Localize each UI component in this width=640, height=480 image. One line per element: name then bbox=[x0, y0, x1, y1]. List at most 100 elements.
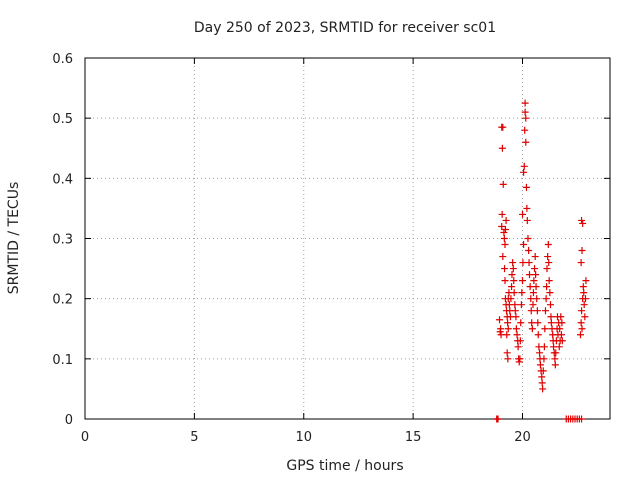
data-point bbox=[546, 289, 554, 297]
data-point bbox=[528, 325, 536, 333]
data-point bbox=[539, 385, 547, 393]
data-point bbox=[522, 183, 530, 191]
x-axis-label: GPS time / hours bbox=[286, 458, 403, 474]
y-tick-label: 0.5 bbox=[52, 112, 73, 127]
data-point bbox=[541, 325, 549, 333]
data-point bbox=[540, 355, 548, 363]
data-point bbox=[519, 259, 527, 267]
data-point bbox=[529, 289, 537, 297]
data-point bbox=[538, 373, 546, 381]
data-point bbox=[531, 253, 539, 261]
data-point bbox=[534, 319, 542, 327]
data-point bbox=[527, 295, 535, 303]
data-point bbox=[518, 289, 526, 297]
data-point bbox=[547, 319, 555, 327]
data-point bbox=[529, 301, 537, 309]
data-point bbox=[521, 126, 529, 134]
data-point bbox=[500, 228, 508, 236]
x-tick-label: 15 bbox=[405, 430, 422, 445]
data-point bbox=[508, 271, 516, 279]
y-tick-label: 0 bbox=[65, 413, 73, 428]
data-point bbox=[501, 265, 509, 273]
data-point bbox=[578, 325, 586, 333]
data-point bbox=[523, 204, 531, 212]
data-point bbox=[542, 295, 550, 303]
data-points bbox=[493, 99, 590, 423]
x-tick-label: 0 bbox=[81, 430, 89, 445]
data-point bbox=[545, 259, 553, 267]
data-point bbox=[498, 222, 506, 230]
data-point bbox=[582, 295, 589, 303]
data-point bbox=[547, 313, 555, 321]
data-point bbox=[516, 337, 524, 345]
data-point bbox=[555, 343, 563, 351]
data-point bbox=[496, 316, 504, 324]
y-axis-label: SRMTID / TECUs bbox=[6, 182, 22, 295]
data-point bbox=[525, 259, 533, 267]
y-tick-label: 0.2 bbox=[52, 293, 73, 308]
data-point bbox=[530, 277, 538, 285]
x-tick-label: 10 bbox=[295, 430, 312, 445]
data-point bbox=[508, 283, 516, 291]
data-point bbox=[519, 210, 526, 218]
data-point bbox=[502, 216, 510, 224]
data-point bbox=[557, 313, 565, 321]
data-point bbox=[576, 331, 584, 339]
data-point bbox=[544, 241, 552, 249]
data-point bbox=[579, 283, 587, 291]
data-point bbox=[541, 307, 549, 315]
data-point bbox=[528, 319, 536, 327]
data-point bbox=[526, 271, 533, 279]
y-tick-label: 0.1 bbox=[52, 353, 73, 368]
y-tick-label: 0.6 bbox=[52, 52, 73, 67]
data-point bbox=[526, 283, 534, 291]
data-point bbox=[499, 123, 507, 131]
data-point bbox=[536, 361, 544, 369]
data-point bbox=[558, 319, 566, 327]
data-point bbox=[517, 319, 525, 327]
data-point bbox=[552, 349, 560, 357]
data-point bbox=[547, 301, 554, 309]
data-point bbox=[551, 361, 559, 369]
data-point bbox=[520, 241, 528, 249]
x-tick-label: 5 bbox=[190, 430, 198, 445]
data-point bbox=[520, 162, 528, 170]
data-point bbox=[512, 313, 520, 321]
data-point bbox=[577, 259, 585, 267]
data-point bbox=[521, 108, 529, 116]
data-point bbox=[507, 295, 515, 303]
chart-title: Day 250 of 2023, SRMTID for receiver sc0… bbox=[194, 20, 496, 36]
data-point bbox=[544, 253, 552, 261]
data-point bbox=[499, 253, 507, 261]
data-point bbox=[524, 235, 532, 242]
y-tick-label: 0.4 bbox=[52, 172, 73, 187]
data-point bbox=[503, 349, 511, 357]
y-tick-label: 0.3 bbox=[52, 233, 73, 248]
data-point bbox=[500, 235, 508, 242]
data-point bbox=[514, 343, 522, 351]
data-point bbox=[516, 355, 524, 363]
data-point bbox=[513, 331, 521, 339]
data-point bbox=[582, 277, 590, 285]
data-point bbox=[534, 331, 542, 339]
data-point bbox=[501, 241, 509, 249]
data-point bbox=[498, 210, 506, 218]
data-point bbox=[538, 379, 546, 387]
data-point bbox=[532, 271, 540, 279]
data-point bbox=[578, 307, 586, 315]
data-point bbox=[578, 415, 586, 423]
data-point bbox=[520, 168, 528, 176]
data-point bbox=[498, 144, 506, 152]
data-point bbox=[545, 277, 553, 285]
data-point bbox=[578, 247, 586, 255]
data-point bbox=[532, 283, 540, 291]
data-point bbox=[519, 277, 526, 285]
data-point bbox=[523, 216, 531, 224]
data-point bbox=[504, 355, 512, 363]
data-point bbox=[581, 313, 589, 321]
data-point bbox=[578, 216, 586, 224]
data-point bbox=[522, 138, 530, 146]
data-point bbox=[536, 349, 544, 357]
data-point bbox=[504, 319, 512, 327]
